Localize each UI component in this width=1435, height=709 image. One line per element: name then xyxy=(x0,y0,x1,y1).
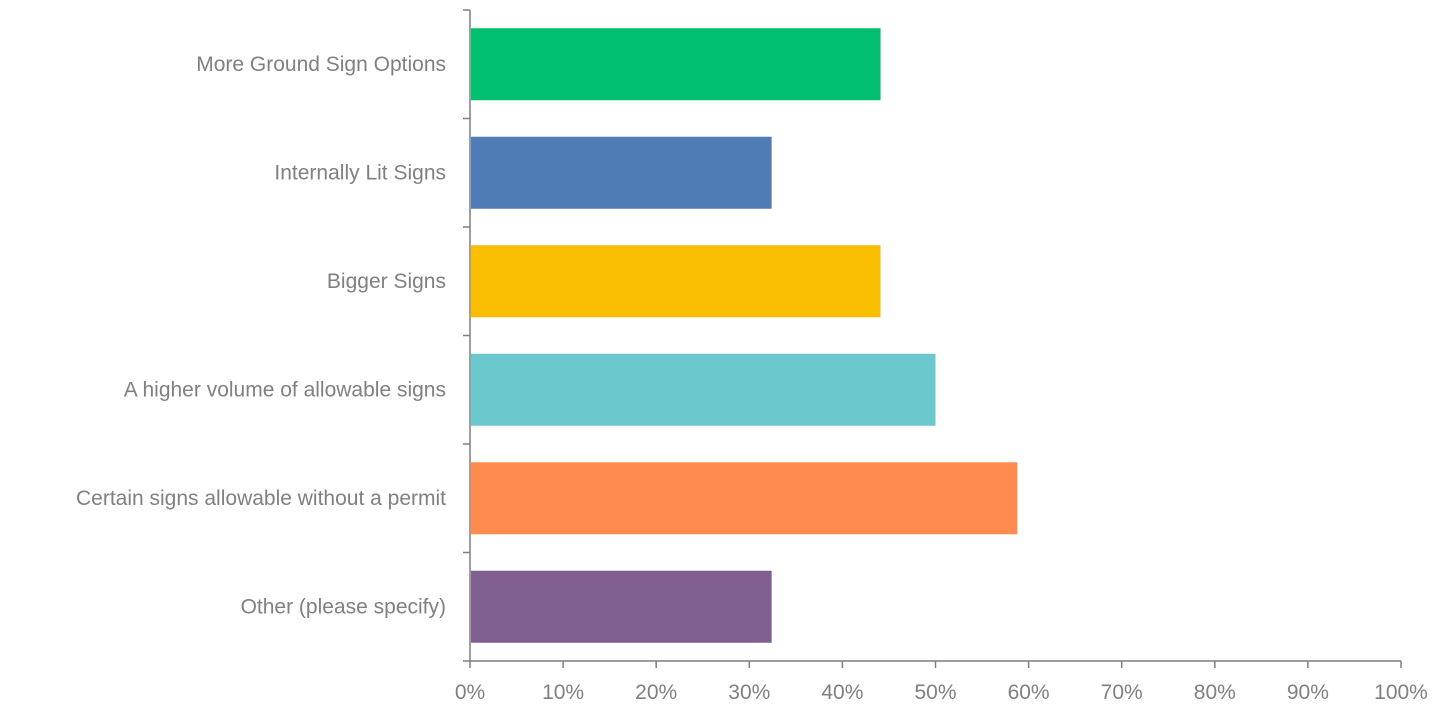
x-tick-label: 70% xyxy=(1101,681,1143,704)
x-tick-label: 30% xyxy=(728,681,770,704)
category-label: Certain signs allowable without a permit xyxy=(76,487,446,510)
bar-0 xyxy=(471,28,881,101)
bar-3 xyxy=(471,353,936,426)
bar-4 xyxy=(471,462,1018,535)
category-label: A higher volume of allowable signs xyxy=(124,378,446,401)
x-tick-label: 0% xyxy=(455,681,485,704)
axes-group xyxy=(463,9,1402,668)
category-label: More Ground Sign Options xyxy=(196,53,446,76)
labels-group: More Ground Sign Options Internally Lit S… xyxy=(76,53,1428,704)
category-label: Other (please specify) xyxy=(241,595,446,618)
x-tick-label: 100% xyxy=(1374,681,1428,704)
x-tick-label: 10% xyxy=(542,681,584,704)
x-tick-label: 60% xyxy=(1008,681,1050,704)
bar-5 xyxy=(471,570,772,643)
category-label: Bigger Signs xyxy=(327,270,446,293)
category-label: Internally Lit Signs xyxy=(274,161,446,184)
x-tick-label: 40% xyxy=(821,681,863,704)
x-tick-label: 20% xyxy=(635,681,677,704)
bars-group xyxy=(471,28,1018,643)
x-tick-label: 90% xyxy=(1287,681,1329,704)
x-tick-label: 50% xyxy=(914,681,956,704)
bar-2 xyxy=(471,245,881,318)
bar-1 xyxy=(471,136,772,209)
x-tick-label: 80% xyxy=(1194,681,1236,704)
